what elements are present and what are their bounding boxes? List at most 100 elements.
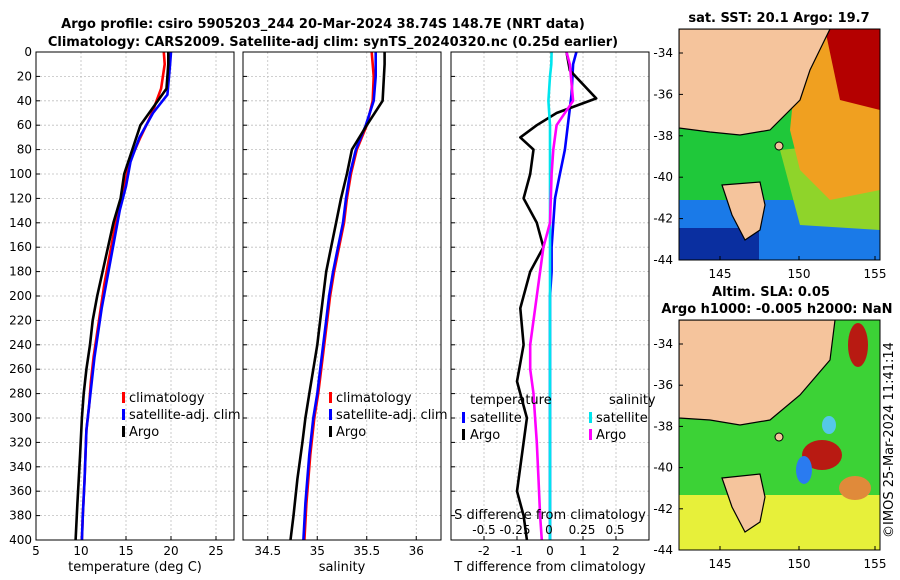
difference-panel: -2 -1 0 1 2 T difference from climatology temp… bbox=[450, 51, 656, 575]
salinity-xtick-label: 34.5 bbox=[254, 544, 281, 558]
temperature-xtick-label: 5 bbox=[32, 544, 40, 558]
temperature-xtick-label: 25 bbox=[208, 544, 223, 558]
depth-tick-label: 180 bbox=[9, 265, 32, 279]
sst-map-ticks: 145 150 155 -34 -36 -38 -40 -42 -44 bbox=[653, 46, 886, 281]
imos-watermark: ©IMOS 25-Mar-2024 11:41:14 bbox=[882, 342, 897, 538]
salinity-legend-swatch bbox=[329, 409, 332, 420]
depth-tick-label: 300 bbox=[9, 411, 32, 425]
depth-tick-label: 400 bbox=[9, 533, 32, 547]
sla-map-title-line2: Argo h1000: -0.005 h2000: NaN bbox=[661, 302, 892, 317]
difference-xlabel-salinity: S difference from climatology bbox=[454, 508, 646, 523]
sst-map-xtick-label: 155 bbox=[864, 267, 887, 281]
sst-map bbox=[678, 28, 881, 261]
depth-tick-label: 360 bbox=[9, 484, 32, 498]
temperature-panel: 0 20 40 60 80 100 120 140 160 180 200 220 240 260 280 3… bbox=[9, 45, 241, 575]
temperature-xtick-label: 15 bbox=[118, 544, 133, 558]
temperature-xtick-label: 10 bbox=[73, 544, 88, 558]
sla-anomaly-low bbox=[796, 456, 812, 484]
sst-map-ytick-label: -38 bbox=[653, 129, 673, 143]
depth-tick-label: 20 bbox=[17, 69, 32, 83]
temperature-legend-swatch bbox=[122, 392, 125, 403]
sla-anomaly-mid bbox=[839, 476, 871, 500]
sst-map-frame bbox=[678, 28, 881, 261]
temperature-legend-label: climatology bbox=[129, 391, 205, 406]
sla-anomaly-low-mid bbox=[822, 416, 836, 434]
salinity-legend-swatch bbox=[329, 426, 332, 437]
difference-xtick2-label: 0.5 bbox=[605, 523, 624, 537]
depth-tick-label: 340 bbox=[9, 460, 32, 474]
sst-map-ytick-label: -34 bbox=[653, 46, 673, 60]
sla-anomaly-high-north bbox=[848, 323, 868, 367]
salinity-legend-title: salinity bbox=[609, 393, 656, 408]
temperature-legend-label: satellite bbox=[470, 411, 522, 426]
figure-title-line2: Climatology: CARS2009. Satellite-adj cli… bbox=[48, 35, 618, 50]
temperature-legend-swatch bbox=[462, 412, 465, 423]
depth-tick-label: 160 bbox=[9, 240, 32, 254]
salinity-xlabel: salinity bbox=[319, 560, 366, 575]
difference-series-s-satellite bbox=[547, 51, 553, 540]
temperature-legend-label: Argo bbox=[470, 428, 500, 443]
sst-map-title: sat. SST: 20.1 Argo: 19.7 bbox=[688, 11, 869, 26]
salinity-series-argo bbox=[289, 52, 386, 541]
temperature-legend-swatch bbox=[462, 429, 465, 440]
sst-land-tasmania bbox=[721, 181, 766, 241]
sla-map-ytick-label: -42 bbox=[653, 502, 673, 516]
temperature-legend-swatch bbox=[122, 426, 125, 437]
difference-xtick-label: -2 bbox=[478, 544, 490, 558]
sst-map-ytick-label: -44 bbox=[653, 253, 673, 267]
temperature-legend-title: temperature bbox=[470, 393, 552, 408]
depth-tick-label: 280 bbox=[9, 387, 32, 401]
difference-xtick2-label: -0.5 bbox=[472, 523, 495, 537]
depth-tick-label: 80 bbox=[17, 143, 32, 157]
sla-map-title-line1: Altim. SLA: 0.05 bbox=[712, 285, 830, 300]
sla-map-ticks: 145 150 155 -34 -36 -38 -40 -42 -44 bbox=[653, 337, 886, 571]
salinity-xtick-label: 36 bbox=[409, 544, 424, 558]
difference-series-s-argo bbox=[528, 51, 575, 541]
salinity-legend-label: Argo bbox=[336, 425, 366, 440]
difference-xtick2-label: -0.25 bbox=[499, 523, 530, 537]
depth-tick-label: 260 bbox=[9, 362, 32, 376]
temperature-series-argo bbox=[74, 52, 170, 541]
depth-tick-label: 120 bbox=[9, 191, 32, 205]
difference-frame bbox=[450, 51, 650, 541]
sla-map-xtick-label: 150 bbox=[788, 557, 811, 571]
salinity-frame bbox=[242, 51, 442, 541]
temperature-xtick-label: 20 bbox=[163, 544, 178, 558]
temperature-legend-swatch bbox=[122, 409, 125, 420]
difference-xlabel: T difference from climatology bbox=[453, 560, 646, 575]
sla-land-island bbox=[774, 432, 784, 442]
sla-map-xtick-label: 155 bbox=[864, 557, 887, 571]
sla-map-ytick-label: -38 bbox=[653, 419, 673, 433]
difference-xtick2-label: 0 bbox=[545, 523, 553, 537]
difference-xtick2-label: 0.25 bbox=[569, 523, 596, 537]
sla-map bbox=[678, 319, 881, 551]
depth-tick-label: 200 bbox=[9, 289, 32, 303]
sst-land-island bbox=[774, 141, 784, 151]
difference-xtick-label: 2 bbox=[612, 544, 620, 558]
difference-xtick-label: -1 bbox=[511, 544, 523, 558]
depth-tick-label: 60 bbox=[17, 118, 32, 132]
sla-anomaly-high bbox=[802, 440, 842, 470]
sla-map-ytick-label: -34 bbox=[653, 337, 673, 351]
salinity-legend-swatch bbox=[589, 412, 592, 423]
salinity-legend-label: satellite-adj. clim bbox=[336, 408, 448, 423]
sst-map-xtick-label: 150 bbox=[788, 267, 811, 281]
salinity-legend-label: satellite bbox=[596, 411, 648, 426]
difference-xtick-label: 1 bbox=[579, 544, 587, 558]
sla-map-frame bbox=[678, 319, 881, 551]
depth-tick-label: 380 bbox=[9, 509, 32, 523]
salinity-legend-swatch bbox=[329, 392, 332, 403]
figure-title-line1: Argo profile: csiro 5905203_244 20-Mar-2… bbox=[61, 17, 585, 32]
sla-land-mainland bbox=[679, 320, 836, 426]
difference-xtick-label: 0 bbox=[546, 544, 554, 558]
sst-land-mainland bbox=[679, 29, 831, 136]
sla-map-ytick-label: -44 bbox=[653, 543, 673, 557]
sst-map-xtick-label: 145 bbox=[709, 267, 732, 281]
sst-hottest-region bbox=[825, 29, 880, 110]
depth-tick-label: 0 bbox=[24, 45, 32, 59]
depth-tick-label: 320 bbox=[9, 435, 32, 449]
temperature-frame bbox=[35, 51, 235, 541]
sla-map-ytick-label: -40 bbox=[653, 461, 673, 475]
sla-land-tasmania bbox=[721, 473, 766, 533]
